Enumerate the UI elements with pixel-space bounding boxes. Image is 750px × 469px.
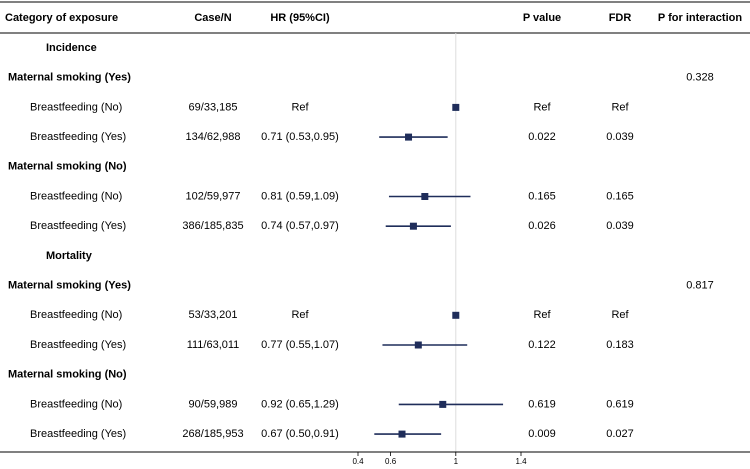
fdr: Ref	[611, 101, 629, 113]
case-n: 386/185,835	[182, 220, 243, 232]
column-header: Category of exposure	[5, 12, 118, 24]
hr-marker	[398, 430, 406, 438]
group-title: Mortality	[46, 250, 93, 262]
subgroup-title: Maternal smoking (No)	[8, 369, 127, 381]
row-label: Breastfeeding (No)	[30, 190, 122, 202]
subgroup-title: Maternal smoking (No)	[8, 161, 127, 173]
x-tick-label: 0.4	[352, 457, 364, 466]
fdr: 0.039	[606, 220, 634, 232]
column-header: HR (95%CI)	[270, 12, 330, 24]
column-header: Case/N	[194, 12, 231, 24]
fdr: 0.619	[606, 398, 634, 410]
fdr: 0.027	[606, 428, 634, 440]
fdr: 0.039	[606, 131, 634, 143]
hr-marker	[414, 341, 422, 349]
p-value: Ref	[533, 309, 551, 321]
case-n: 53/33,201	[189, 309, 238, 321]
hr-label: 0.74 (0.57,0.97)	[261, 220, 339, 232]
case-n: 268/185,953	[182, 428, 243, 440]
hr-label: 0.81 (0.59,1.09)	[261, 190, 339, 202]
p-interaction: 0.328	[686, 72, 714, 84]
hr-label: Ref	[291, 309, 309, 321]
p-value: 0.619	[528, 398, 556, 410]
p-value: 0.165	[528, 190, 556, 202]
hr-marker	[452, 311, 460, 319]
column-header: P value	[523, 12, 561, 24]
row-label: Breastfeeding (No)	[30, 309, 122, 321]
hr-marker	[409, 222, 417, 230]
group-title: Incidence	[46, 42, 97, 54]
column-header: P for interaction	[658, 12, 742, 24]
p-value: 0.026	[528, 220, 556, 232]
row-label: Breastfeeding (Yes)	[30, 339, 126, 351]
hr-marker	[405, 133, 413, 141]
subgroup-title: Maternal smoking (Yes)	[8, 280, 131, 292]
case-n: 90/59,989	[189, 398, 238, 410]
p-value: Ref	[533, 101, 551, 113]
hr-marker	[439, 400, 447, 408]
fdr: Ref	[611, 309, 629, 321]
p-value: 0.022	[528, 131, 556, 143]
hr-label: 0.71 (0.53,0.95)	[261, 131, 339, 143]
column-header: FDR	[609, 12, 632, 24]
row-label: Breastfeeding (Yes)	[30, 428, 126, 440]
x-tick-label: 1.4	[515, 457, 527, 466]
hr-label: 0.67 (0.50,0.91)	[261, 428, 339, 440]
p-value: 0.009	[528, 428, 556, 440]
fdr: 0.165	[606, 190, 634, 202]
row-label: Breastfeeding (No)	[30, 398, 122, 410]
hr-marker	[421, 193, 429, 200]
row-label: Breastfeeding (Yes)	[30, 131, 126, 143]
row-label: Breastfeeding (Yes)	[30, 220, 126, 232]
case-n: 111/63,011	[187, 339, 240, 351]
hr-label: Ref	[291, 101, 309, 113]
hr-label: 0.77 (0.55,1.07)	[261, 339, 339, 351]
x-tick-label: 0.6	[385, 457, 397, 466]
case-n: 134/62,988	[185, 131, 240, 143]
hr-marker	[452, 103, 460, 111]
hr-label: 0.92 (0.65,1.29)	[261, 398, 339, 410]
case-n: 102/59,977	[185, 190, 240, 202]
p-interaction: 0.817	[686, 280, 714, 292]
row-label: Breastfeeding (No)	[30, 101, 122, 113]
fdr: 0.183	[606, 339, 634, 351]
subgroup-title: Maternal smoking (Yes)	[8, 72, 131, 84]
case-n: 69/33,185	[189, 101, 238, 113]
p-value: 0.122	[528, 339, 556, 351]
x-tick-label: 1	[454, 457, 459, 466]
